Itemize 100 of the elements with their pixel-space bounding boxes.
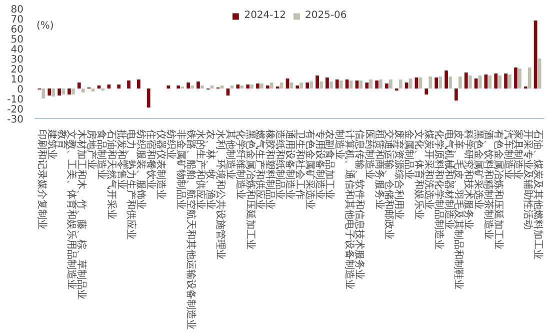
x-tick-label: 制造业 (334, 130, 346, 160)
bar (196, 82, 200, 88)
bar (504, 74, 508, 88)
bar (190, 86, 194, 88)
bar (514, 68, 518, 88)
bar (468, 76, 472, 88)
bar (398, 80, 402, 88)
y-tick-label: 50 (10, 34, 24, 46)
bar (454, 88, 458, 100)
bar (438, 76, 442, 88)
bar (220, 86, 224, 88)
y-tick-label: 20 (10, 64, 24, 76)
bar (310, 82, 314, 88)
x-tick-label: 造纸和纸制品业 (274, 130, 286, 200)
bar (369, 80, 373, 88)
bar (240, 86, 244, 88)
bar (320, 82, 323, 88)
x-tick-label: 印刷和记录媒介复制业 (36, 130, 48, 230)
bar (464, 72, 468, 88)
x-tick-label: 水利、环境和公共设施管理业 (214, 130, 227, 260)
bar (266, 86, 270, 88)
bar (508, 74, 512, 88)
bar (127, 80, 130, 88)
x-tick-label: 金属制品业 (403, 130, 416, 180)
bar (270, 82, 274, 88)
bar (230, 86, 234, 88)
bar (81, 88, 85, 92)
bar (200, 86, 204, 88)
bar (444, 70, 448, 88)
x-tick-label: 交通运输、仓储和邮政业 (383, 130, 396, 240)
bar (210, 86, 214, 88)
bar (250, 84, 254, 88)
bar (97, 86, 101, 88)
y-tick-label: -20 (7, 104, 24, 116)
y-tick-label: 10 (10, 74, 24, 86)
bar (498, 76, 502, 88)
bar (58, 88, 61, 96)
bar (68, 88, 71, 94)
bar (339, 80, 343, 88)
bar (236, 84, 240, 88)
bar (518, 68, 522, 88)
y-tick-label: 40 (10, 44, 24, 56)
bar (117, 84, 121, 88)
bar (335, 80, 339, 88)
bar (365, 82, 369, 88)
x-tick-label: 纺织服装、服饰业 (135, 130, 148, 210)
legend-label: 2024-12 (244, 10, 286, 21)
bar (375, 80, 378, 88)
x-tick-label: 仪器仪表制造业 (155, 130, 168, 200)
y-axis-title: (%) (36, 20, 54, 32)
bar (296, 86, 300, 88)
bar (166, 86, 170, 88)
bar (494, 74, 498, 88)
y-tick-label: 70 (10, 14, 24, 26)
bar (389, 80, 392, 88)
x-tick-label: 黑色金属矿采选业 (472, 130, 485, 210)
bar (72, 88, 75, 94)
bar (176, 86, 180, 88)
bar (306, 82, 310, 88)
bar (534, 20, 538, 88)
x-tick-label: 住宿和餐饮业 (145, 130, 158, 190)
bar (329, 82, 333, 88)
x-tick-label: 石油、煤炭及其他燃料加工业 (532, 130, 544, 260)
x-tick-label: 文教、工美、体育和娱乐用品制造业 (66, 130, 78, 290)
bar (62, 88, 65, 94)
bar (326, 78, 329, 88)
bar (136, 80, 140, 88)
x-tick-label: 橡胶和塑料制品业 (264, 130, 276, 210)
y-tick-label: -10 (7, 94, 24, 106)
x-tick-label: 开采专业及辅助性活动 (522, 130, 534, 230)
bar (186, 82, 190, 88)
y-tick-label: -30 (7, 114, 24, 126)
x-tick-label: 医药制造业 (363, 130, 376, 180)
x-tick-label: 汽车制造业 (502, 130, 514, 180)
bar (260, 84, 264, 88)
y-tick-label: 0 (17, 84, 24, 96)
bar (42, 88, 46, 98)
bar (91, 88, 95, 92)
bar (434, 78, 438, 88)
bar (458, 76, 462, 88)
y-tick-label: 80 (10, 4, 24, 16)
bar (424, 88, 428, 94)
bar (246, 84, 250, 88)
bar (300, 82, 304, 88)
x-tick-label: 木材加工和木、竹、藤、棕、草制品业 (76, 130, 88, 300)
bar (404, 82, 408, 88)
x-tick-label: 计算机、通信和其他电子设备制造业 (344, 130, 356, 290)
x-tick-label: 纺织业 (164, 130, 177, 160)
x-tick-label: 科学研究和技术服务业 (462, 130, 475, 230)
bar (316, 76, 319, 88)
x-tick-label: 农、林、牧、渔业 (204, 130, 217, 210)
bar (385, 84, 388, 88)
bar (528, 68, 532, 88)
x-tick-label: 房地产业 (86, 130, 98, 170)
x-tick-label: 通用设备制造业 (284, 130, 296, 200)
bar (52, 88, 56, 96)
bar (146, 88, 150, 108)
bar (448, 76, 452, 88)
y-tick-label: 60 (10, 24, 24, 36)
bar (428, 76, 432, 88)
